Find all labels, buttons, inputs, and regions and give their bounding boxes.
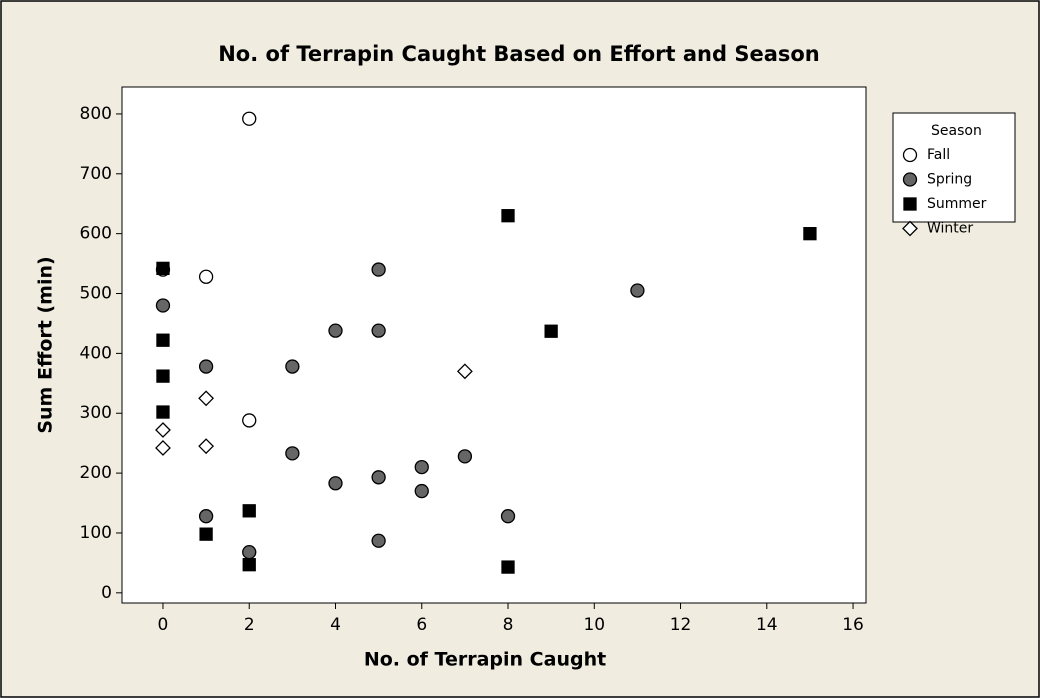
legend-label: Spring (927, 172, 972, 188)
point (198, 390, 215, 407)
point (328, 323, 343, 338)
y-tick-label: 100 (80, 523, 112, 543)
chart-title: No. of Terrapin Caught Based on Effort a… (218, 42, 820, 66)
y-tick-label: 0 (101, 583, 112, 603)
point (156, 369, 170, 383)
point (501, 209, 515, 223)
point (285, 446, 300, 461)
legend-label: Fall (927, 147, 950, 163)
point (456, 363, 473, 380)
point (544, 324, 558, 338)
point (371, 262, 386, 277)
point (242, 413, 257, 428)
point (156, 333, 170, 347)
point (457, 449, 473, 464)
x-tick-label: 10 (583, 615, 605, 635)
point (155, 422, 171, 438)
point (371, 533, 386, 548)
x-tick-label: 14 (756, 615, 778, 635)
x-tick-label: 2 (244, 615, 255, 635)
point (242, 504, 256, 518)
point (198, 269, 214, 284)
point (500, 509, 516, 524)
point (198, 359, 214, 374)
point (414, 459, 429, 475)
point (414, 483, 429, 499)
point (242, 111, 257, 126)
point (156, 261, 170, 276)
y-axis-title: Sum Effort (min) (35, 256, 57, 433)
y-tick-label: 700 (80, 164, 112, 184)
legend-marker (902, 147, 918, 163)
y-tick-label: 200 (80, 463, 112, 483)
y-tick-label: 300 (80, 403, 112, 423)
legend-title: Season (931, 123, 982, 139)
point (803, 227, 817, 241)
plot-area (121, 86, 867, 604)
legend-label: Winter (927, 221, 973, 237)
legend-label: Summer (927, 196, 987, 212)
y-tick-label: 400 (80, 343, 112, 363)
x-tick-label: 8 (503, 615, 514, 635)
point (198, 438, 215, 455)
legend-marker (903, 197, 917, 211)
y-tick-label: 600 (80, 224, 112, 244)
point (285, 359, 300, 374)
legend-marker (902, 220, 918, 237)
point (328, 476, 343, 491)
point (630, 283, 645, 298)
y-tick-label: 500 (80, 284, 112, 304)
y-tick-label: 800 (80, 104, 112, 124)
x-tick-label: 0 (158, 615, 169, 635)
x-tick-label: 4 (330, 615, 341, 635)
legend-marker (902, 172, 918, 187)
point (198, 509, 214, 524)
point (155, 440, 171, 456)
point (501, 560, 515, 574)
x-tick-label: 6 (416, 615, 427, 635)
x-tick-label: 12 (670, 615, 692, 635)
x-tick-label: 16 (842, 615, 864, 635)
point (156, 405, 170, 419)
point (371, 470, 386, 485)
point (199, 527, 213, 541)
point (242, 544, 257, 560)
x-axis-title: No. of Terrapin Caught (364, 649, 606, 671)
point (242, 558, 256, 572)
point (155, 298, 171, 313)
point (371, 323, 386, 338)
